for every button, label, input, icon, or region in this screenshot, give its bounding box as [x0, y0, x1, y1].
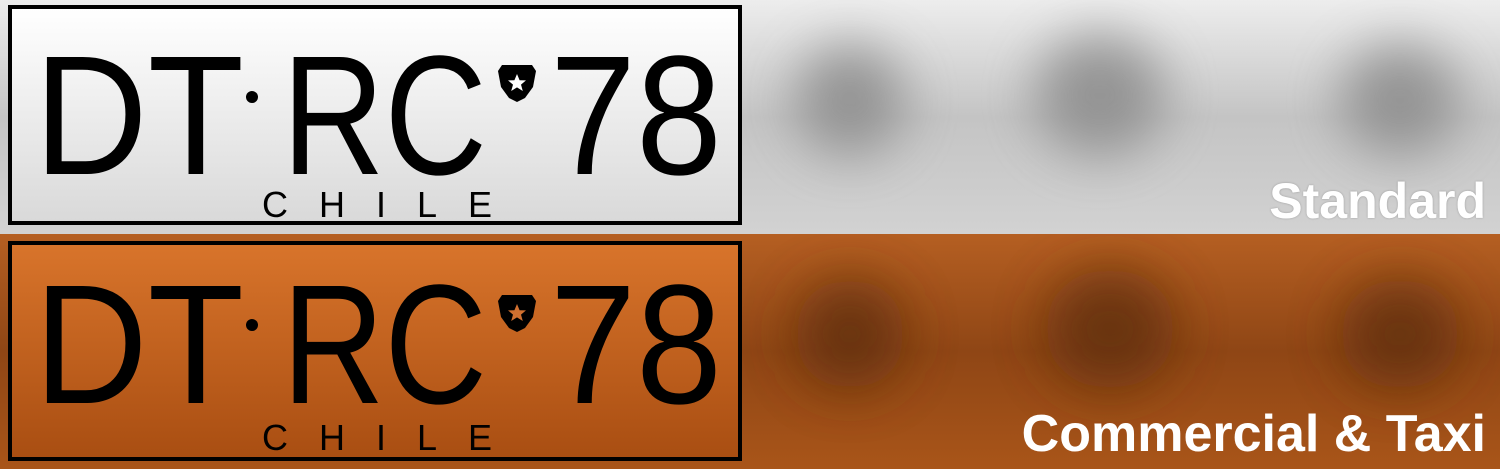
- commercial-plate-graphic: DT RC 78 CHILE: [34, 250, 722, 457]
- chile-police-shield-icon: [498, 295, 536, 332]
- standard-caption: Standard: [1269, 173, 1486, 229]
- standard-license-plate: DT RC 78 CHILE: [8, 5, 742, 225]
- commercial-license-plate: DT RC 78 CHILE: [8, 241, 742, 461]
- commercial-plate-row: DT RC 78 CHILE Commercial & Taxi: [0, 234, 1500, 469]
- standard-plate-separator-dot: [246, 91, 258, 103]
- standard-plate-letters-2: RC: [282, 21, 487, 211]
- commercial-plate-digits: 78: [550, 250, 722, 440]
- standard-plate-letters: DT: [34, 21, 244, 211]
- standard-plate-digits: 78: [550, 21, 722, 211]
- commercial-caption: Commercial & Taxi: [1021, 405, 1486, 463]
- commercial-plate-separator-dot: [246, 319, 258, 331]
- chile-police-shield-icon: [498, 65, 536, 102]
- standard-plate-row: DT RC 78 CHILE Standard: [0, 0, 1500, 234]
- commercial-plate-letters-2: RC: [282, 250, 487, 440]
- standard-plate-graphic: DT RC 78 CHILE: [34, 21, 722, 221]
- commercial-plate-letters: DT: [34, 250, 244, 440]
